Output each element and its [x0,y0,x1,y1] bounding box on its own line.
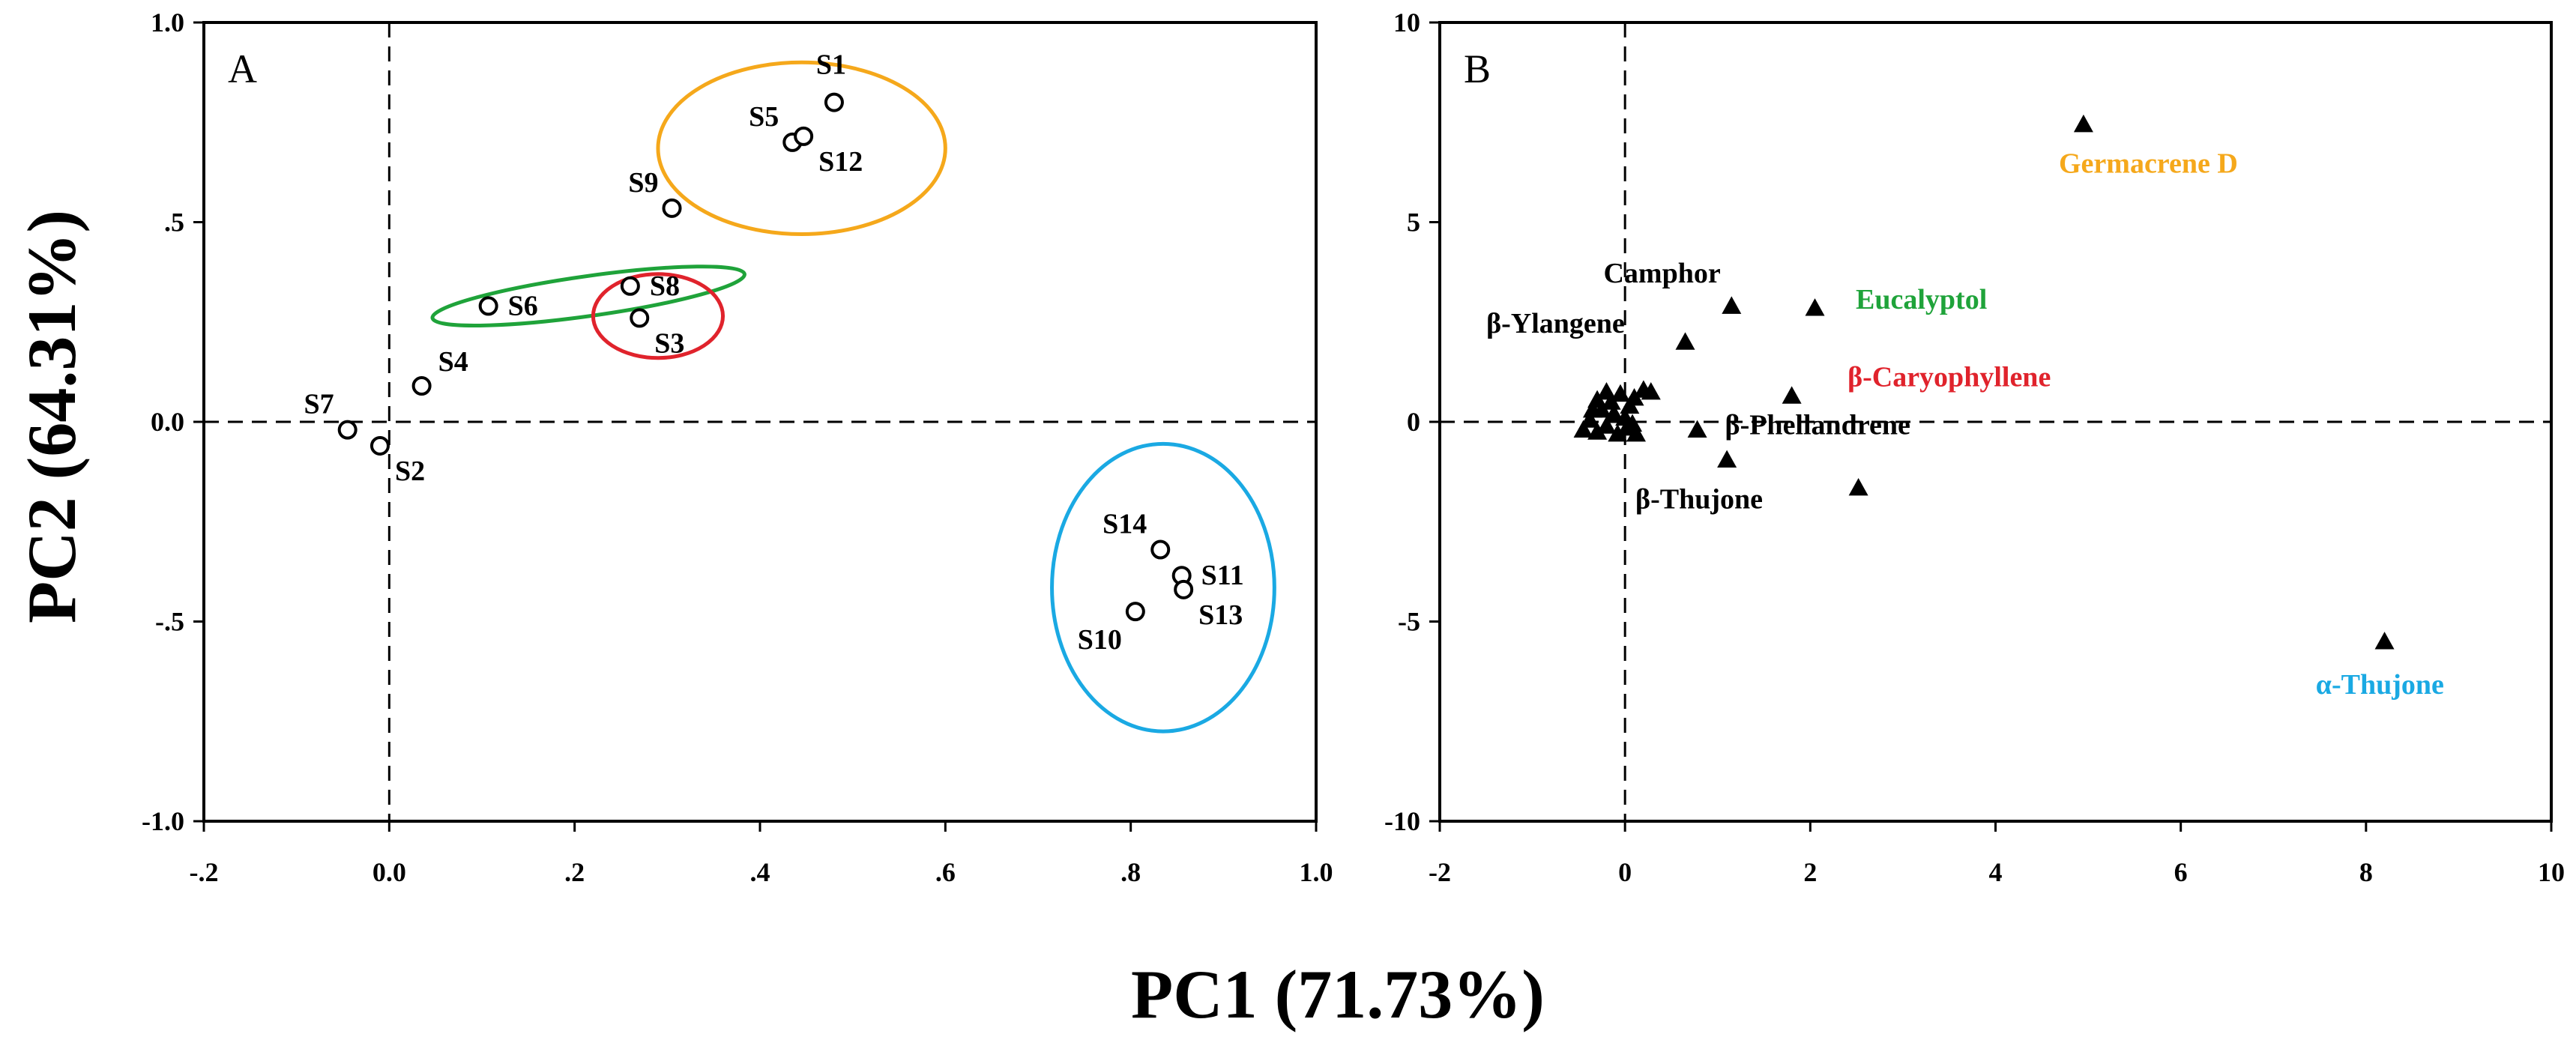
x-tick-label: .8 [1120,857,1141,887]
compound-label: β-Ylangene [1486,308,1625,339]
sample-label: S3 [654,327,684,359]
x-tick-label: 1.0 [1300,857,1333,887]
sample-point [411,376,432,396]
compound-point [1596,382,1617,400]
compound-point [1722,296,1742,314]
sample-point [478,296,498,316]
panel-letter: B [1464,46,1491,91]
compound-point [1610,384,1630,402]
compound-point [2073,114,2093,133]
sample-point [630,308,650,328]
sample-label: S11 [1201,560,1244,591]
compound-point [1608,423,1628,442]
sample-point [662,198,682,218]
y-axis-title: PC2 (64.31%) [13,210,90,623]
y-tick-label: 1.0 [151,7,184,37]
sample-point [369,435,390,456]
y-tick-label: .5 [164,208,184,238]
compound-point [1675,332,1695,350]
compound-point [1573,420,1593,438]
compound-label: Germacrene D [2059,148,2238,180]
compound-point [1848,477,1868,496]
panel-a: -.2 0.0 .2 .4 .6 .8 1.0 1.0 .5 0.0 -.5 -1.0 A S1 S5 S12… [142,7,1333,887]
sample-label: S13 [1198,599,1243,631]
sample-label: S4 [438,346,468,378]
x-tick-label: 8 [2359,857,2373,887]
cluster-ellipse [430,264,746,328]
y-tick-label: -10 [1384,806,1420,836]
x-axis-title: PC1 (71.73%) [1131,956,1545,1033]
compound-point [1587,422,1608,440]
x-tick-label: .4 [750,857,770,887]
compound-point [1626,423,1646,442]
compound-label: Camphor [1603,258,1720,289]
cluster-ellipse [1050,441,1276,734]
y-tick-label: -.5 [155,607,184,637]
y-tick-label: -5 [1398,607,1420,637]
sample-label: S1 [816,49,846,81]
panel-letter: A [228,46,257,91]
compound-point [1717,450,1737,468]
sample-point [1125,602,1145,622]
compound-point [1604,404,1624,422]
compound-point [2374,632,2395,650]
sample-point [794,126,814,146]
x-tick-label: 10 [2538,857,2565,887]
x-tick-label: 2 [1803,857,1817,887]
sample-point [337,420,358,440]
compound-label: Eucalyptol [1856,284,1987,315]
compound-point [1580,410,1600,428]
compound-label: β-Phellandrene [1725,410,1910,441]
compound-label: β-Caryophyllene [1847,362,2051,393]
x-tick-label: -2 [1429,857,1451,887]
y-tick-label: 10 [1393,7,1420,37]
x-tick-label: 6 [2174,857,2188,887]
x-tick-label: 0 [1618,857,1632,887]
sample-label: S5 [749,101,779,133]
sample-label: S8 [650,270,680,302]
y-tick-label: -1.0 [142,806,184,836]
sample-label: S10 [1078,624,1122,656]
sample-label: S14 [1103,509,1147,540]
x-tick-label: .2 [564,857,585,887]
compound-point [1782,386,1802,404]
compound-point [1641,382,1661,400]
x-tick-label: 0.0 [372,857,406,887]
sample-label: S12 [818,146,863,178]
compound-label: β-Thujone [1635,483,1763,515]
sample-point [1150,539,1171,560]
x-tick-label: 4 [1989,857,2003,887]
x-tick-label: -.2 [190,857,219,887]
sample-label: S9 [628,167,658,199]
compound-point [1687,420,1707,438]
panel-b: -2 0 2 4 6 8 10 10 5 0 -5 -10 B Germacrene D Camphor Eu… [1384,7,2565,887]
cluster-ellipse [591,272,726,360]
sample-point [824,92,844,112]
sample-label: S2 [395,456,425,487]
y-tick-label: 0 [1407,407,1420,437]
sample-label: S7 [304,389,334,420]
sample-label: S6 [508,290,538,321]
compound-point [1582,400,1602,418]
compound-point [1805,298,1825,316]
cluster-ellipse [656,60,947,236]
x-tick-label: .6 [935,857,956,887]
y-tick-label: 5 [1407,208,1420,238]
compound-label: α-Thujone [2316,669,2444,701]
sample-point [620,276,640,296]
sample-point [1174,579,1194,599]
compound-point [1596,416,1617,434]
y-tick-label: 0.0 [151,407,184,437]
